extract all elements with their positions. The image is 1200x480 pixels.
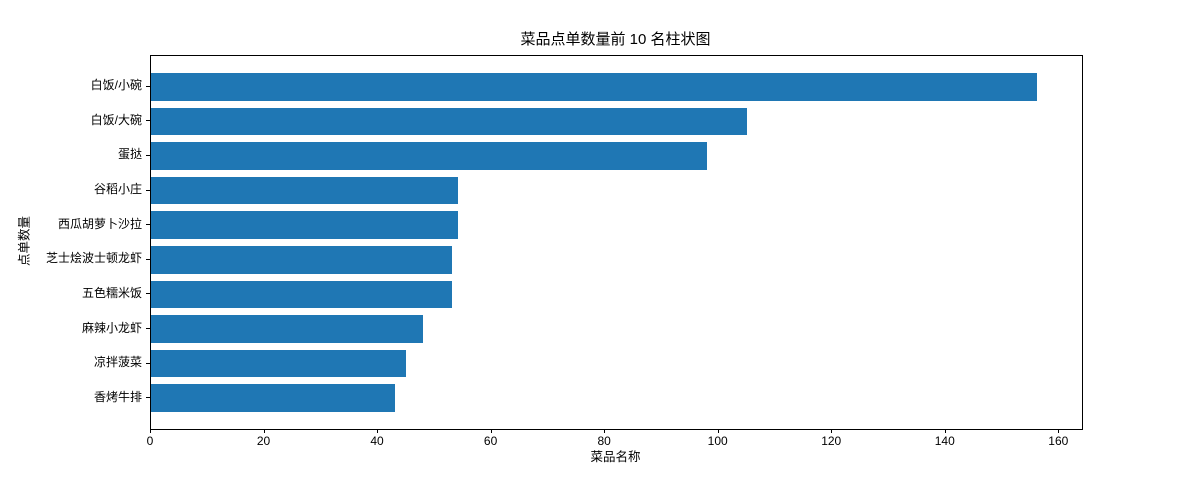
- bar-白饭/大碗: [151, 107, 748, 136]
- y-tick-mark: [146, 362, 150, 364]
- category-label: 香烤牛排: [93, 389, 142, 404]
- x-tick-label: 160: [1048, 434, 1069, 448]
- category-label: 谷稻小庄: [93, 182, 142, 197]
- x-tick-label: 20: [256, 434, 271, 448]
- x-tick-mark: [717, 429, 719, 433]
- y-tick-mark: [146, 224, 150, 226]
- x-tick-mark: [1058, 429, 1060, 433]
- bar-五色糯米饭: [151, 280, 452, 309]
- bar-香烤牛排: [151, 384, 396, 413]
- x-tick-mark: [377, 429, 379, 433]
- chart-title: 菜品点单数量前 10 名柱状图: [520, 31, 711, 48]
- x-tick-label: 60: [483, 434, 498, 448]
- x-tick-label: 100: [707, 434, 728, 448]
- category-label: 西瓜胡萝卜沙拉: [57, 216, 142, 231]
- category-label: 五色糯米饭: [81, 285, 142, 300]
- x-axis-label: 菜品名称: [590, 450, 641, 464]
- y-tick-mark: [146, 328, 150, 329]
- x-tick-mark: [604, 429, 606, 433]
- category-label: 凉拌菠菜: [93, 355, 142, 370]
- category-label: 白饭/大碗: [90, 112, 142, 127]
- y-tick-mark: [146, 120, 150, 122]
- x-tick-label: 40: [370, 434, 384, 448]
- bar-凉拌菠菜: [151, 349, 407, 378]
- category-label: 芝士烩波士顿龙虾: [45, 251, 142, 266]
- plot-area: [150, 55, 1083, 430]
- x-tick-mark: [831, 429, 833, 433]
- bar-麻辣小龙虾: [151, 315, 424, 343]
- x-tick-mark: [944, 429, 946, 433]
- y-tick-mark: [146, 293, 150, 295]
- x-tick-label: 140: [934, 434, 955, 448]
- category-label: 麻辣小龙虾: [81, 320, 142, 335]
- x-tick-label: 80: [597, 434, 611, 448]
- bar-白饭/小碗: [151, 72, 1037, 101]
- y-tick-mark: [146, 258, 150, 260]
- y-tick-mark: [146, 85, 150, 87]
- x-tick-label: 120: [821, 434, 842, 448]
- x-tick-mark: [490, 429, 492, 433]
- bar-芝士烩波士顿龙虾: [151, 245, 452, 274]
- y-tick-mark: [146, 154, 150, 156]
- x-tick-mark: [263, 429, 265, 433]
- category-label: 蛋挞: [117, 147, 142, 162]
- y-tick-mark: [146, 189, 150, 191]
- category-label: 白饭/小碗: [90, 78, 142, 93]
- bar-蛋挞: [151, 142, 708, 170]
- bar-谷稻小庄: [151, 176, 458, 205]
- x-tick-label: 0: [146, 434, 154, 448]
- bar-西瓜胡萝卜沙拉: [151, 211, 458, 240]
- y-tick-mark: [146, 397, 150, 399]
- x-tick-mark: [150, 429, 151, 433]
